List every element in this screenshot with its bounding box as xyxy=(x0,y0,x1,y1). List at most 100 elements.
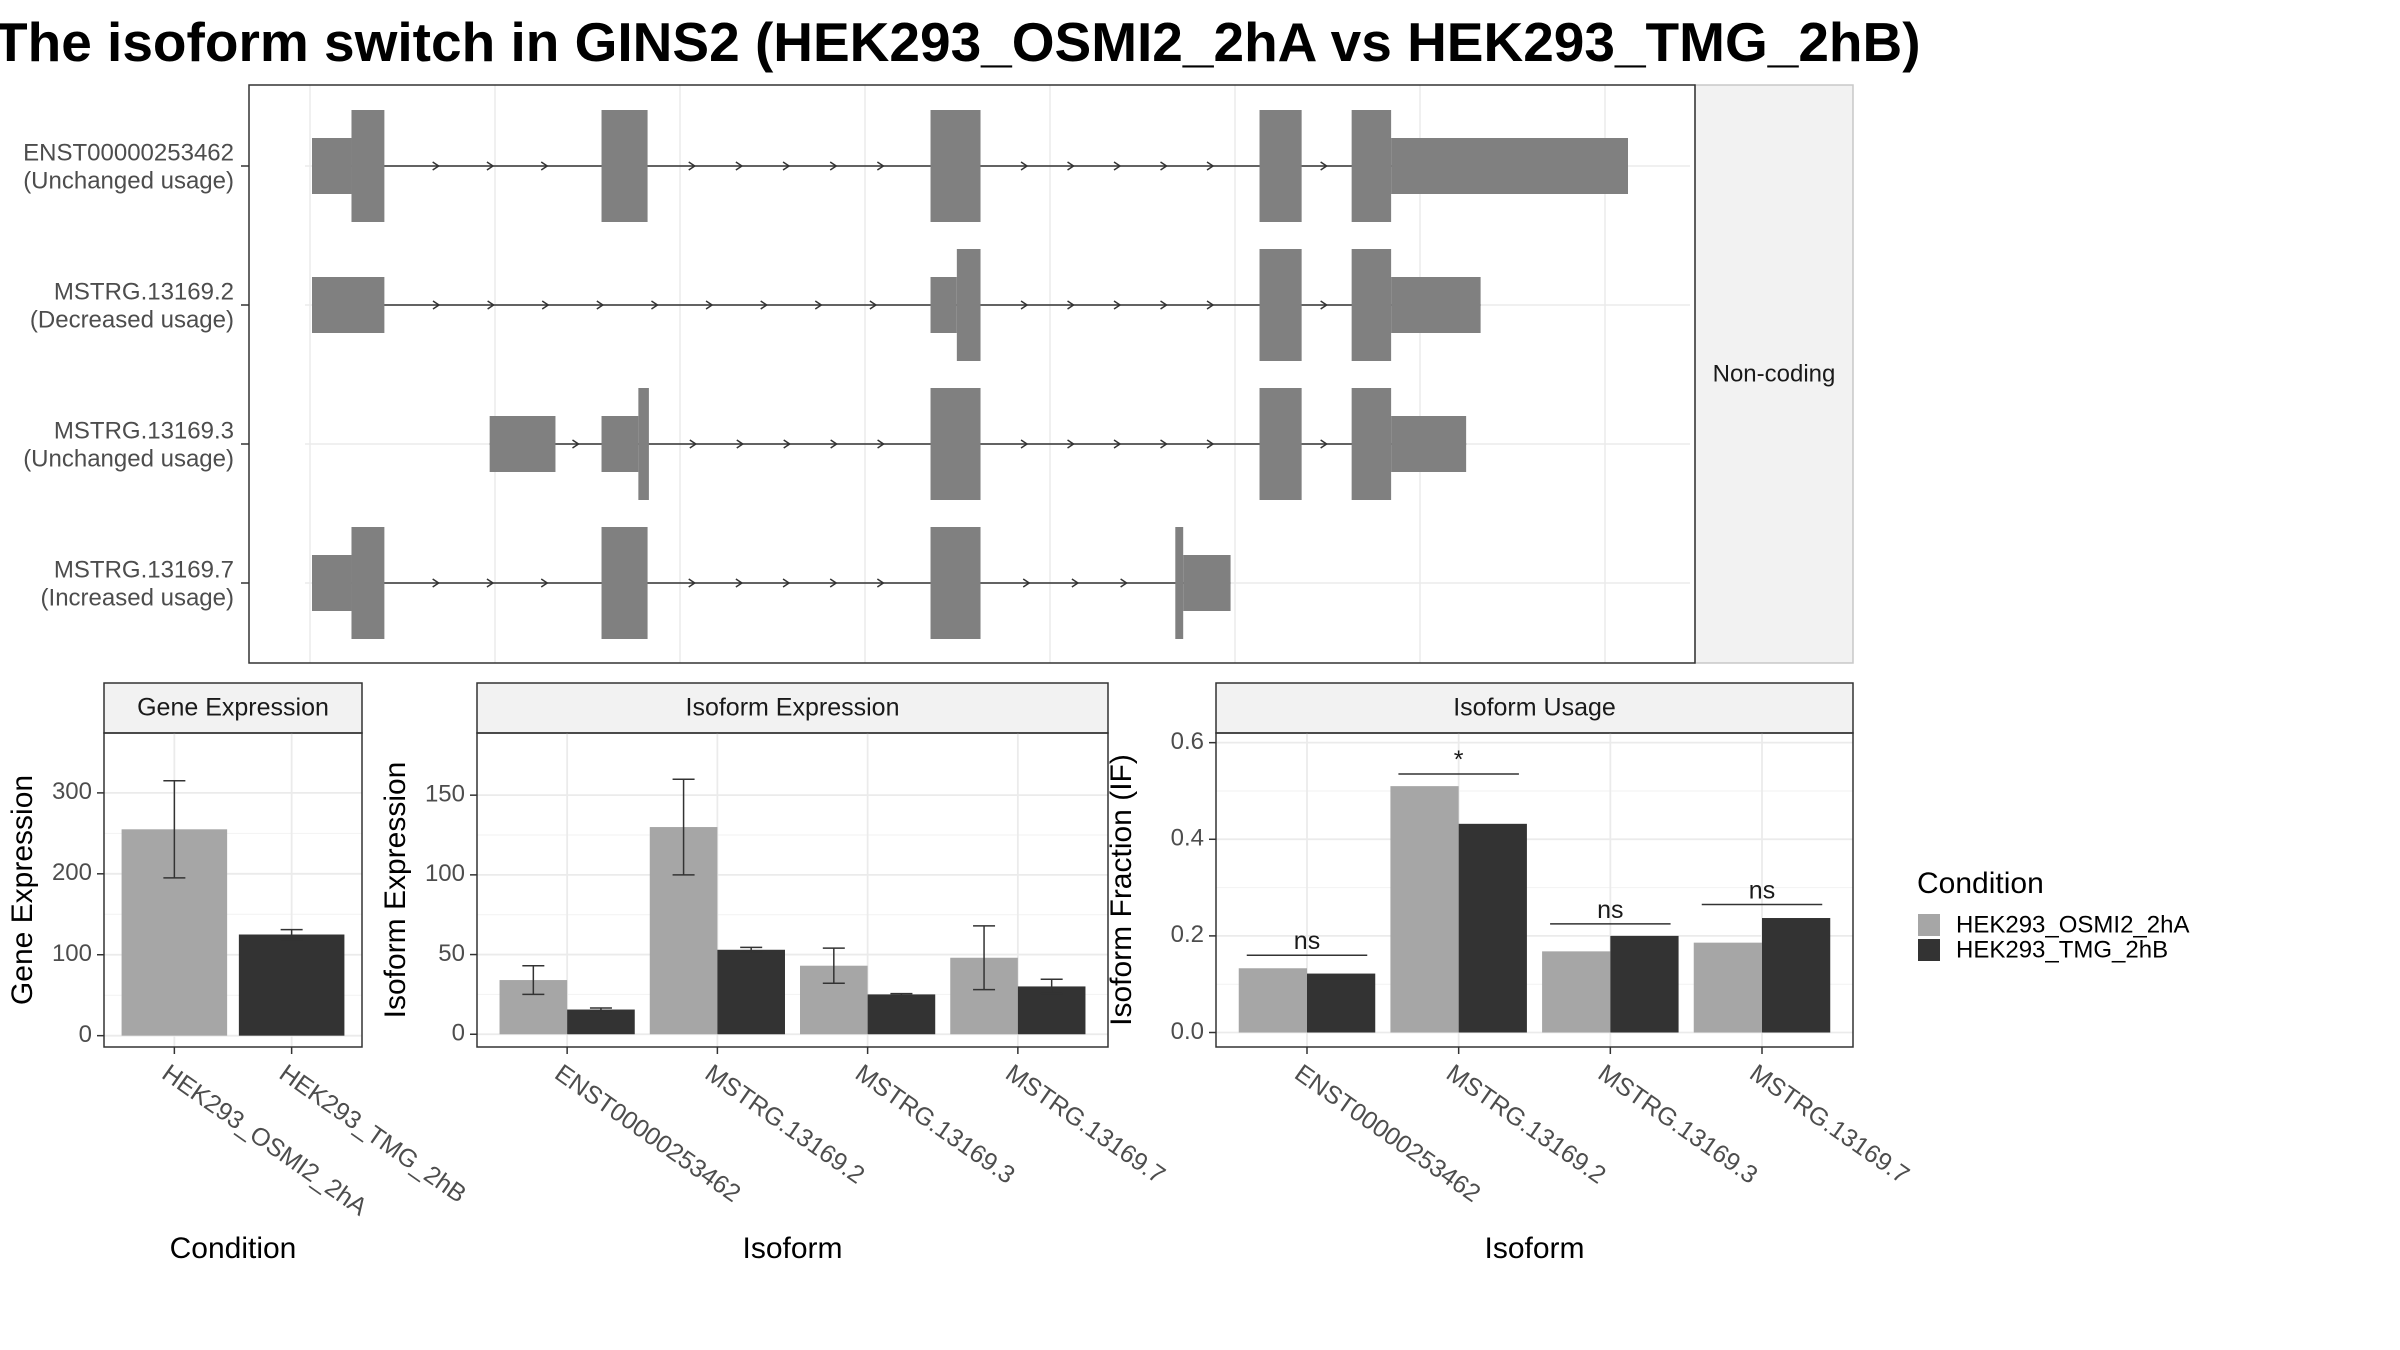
exon-block xyxy=(930,110,981,222)
transcript-id-label: MSTRG.13169.2 xyxy=(54,278,234,305)
intron-arrow xyxy=(689,439,698,449)
bar xyxy=(567,1009,635,1035)
y-axis-title: Isoform Fraction (IF) xyxy=(1105,754,1138,1026)
exon-block xyxy=(930,277,957,333)
exon-block xyxy=(601,527,648,639)
y-axis-title: Gene Expression xyxy=(6,775,39,1005)
exon-block xyxy=(930,388,981,500)
exon-block xyxy=(1175,527,1184,639)
intron-arrow xyxy=(1113,439,1122,449)
intron-arrow xyxy=(877,439,885,449)
exon-block xyxy=(1351,110,1392,222)
y-tick-label: 300 xyxy=(52,778,92,805)
x-tick-label: MSTRG.13169.2 xyxy=(1441,1059,1611,1190)
legend-swatch xyxy=(1918,939,1940,961)
intron-arrow xyxy=(829,161,838,171)
x-tick-label: MSTRG.13169.7 xyxy=(1000,1059,1170,1190)
intron-arrow xyxy=(1067,439,1075,449)
exon-block xyxy=(1351,388,1392,500)
y-axis-title: Isoform Expression xyxy=(379,762,412,1019)
intron-arrow xyxy=(829,578,838,588)
structure-plot-border xyxy=(248,84,1696,664)
significance-label: ns xyxy=(1597,896,1623,924)
panel-strip xyxy=(476,682,1109,734)
exon-block xyxy=(1183,555,1231,611)
y-tick-label: 50 xyxy=(438,940,465,967)
bar xyxy=(1017,986,1086,1035)
y-tick-label: 0.2 xyxy=(1171,921,1204,948)
exon-block xyxy=(601,416,639,472)
panel-strip xyxy=(103,682,363,734)
significance-label: * xyxy=(1454,746,1464,774)
exon-block xyxy=(1351,249,1392,361)
exon-block xyxy=(1391,277,1481,333)
intron-arrow xyxy=(432,300,441,310)
transcript-usage-label: (Increased usage) xyxy=(41,584,234,611)
plot-border xyxy=(103,732,363,1048)
plot-border xyxy=(1215,732,1854,1048)
intron-arrow xyxy=(541,300,550,310)
bar xyxy=(867,994,936,1035)
exon-block xyxy=(1259,110,1302,222)
structure-strip xyxy=(1694,84,1854,664)
significance-label: ns xyxy=(1749,876,1775,904)
intron-arrow xyxy=(1113,300,1122,310)
intron-arrow xyxy=(1067,300,1075,310)
intron-arrow xyxy=(651,300,659,310)
bar xyxy=(1238,968,1307,1033)
x-tick-label: MSTRG.13169.3 xyxy=(850,1059,1020,1190)
exon-block xyxy=(351,527,385,639)
exon-block xyxy=(601,110,648,222)
y-tick-label: 0.4 xyxy=(1171,825,1204,852)
intron-arrow xyxy=(1160,161,1168,171)
exon-block xyxy=(956,249,981,361)
exon-block xyxy=(312,138,352,194)
panel-title: Gene Expression xyxy=(137,694,329,722)
x-tick-label: HEK293_TMG_2hB xyxy=(274,1059,471,1209)
exon-block xyxy=(1259,388,1302,500)
intron-arrow xyxy=(596,300,605,310)
intron-arrow xyxy=(572,439,580,449)
intron-arrow xyxy=(486,578,495,588)
intron-arrow xyxy=(735,578,744,588)
intron-arrow xyxy=(1120,578,1128,588)
intron-arrow xyxy=(782,161,791,171)
bar xyxy=(1610,935,1679,1033)
y-tick-label: 0 xyxy=(452,1020,465,1047)
x-tick-label: MSTRG.13169.3 xyxy=(1593,1059,1763,1190)
structure-strip-label: Non-coding xyxy=(1713,360,1836,387)
y-tick-label: 100 xyxy=(425,860,465,887)
intron-arrow xyxy=(869,300,878,310)
intron-arrow xyxy=(705,300,714,310)
intron-arrow xyxy=(688,578,697,588)
intron-arrow xyxy=(1067,161,1075,171)
intron-arrow xyxy=(735,161,744,171)
transcript-id-label: MSTRG.13169.7 xyxy=(54,556,234,583)
transcript-usage-label: (Unchanged usage) xyxy=(23,167,234,194)
y-tick-label: 0.6 xyxy=(1171,728,1204,755)
exon-block xyxy=(638,388,649,500)
intron-arrow xyxy=(1206,439,1215,449)
intron-arrow xyxy=(1320,300,1328,310)
bar xyxy=(1390,786,1459,1033)
intron-arrow xyxy=(760,300,769,310)
intron-arrow xyxy=(688,161,697,171)
panel-title: Isoform Usage xyxy=(1453,694,1616,722)
exon-block xyxy=(1259,249,1302,361)
intron-arrow xyxy=(876,161,885,171)
transcript-usage-label: (Unchanged usage) xyxy=(23,445,234,472)
bar xyxy=(1458,823,1527,1033)
x-axis-title: Isoform xyxy=(1484,1232,1584,1265)
bar xyxy=(1307,973,1376,1033)
exon-block xyxy=(930,527,981,639)
intron-arrow xyxy=(783,439,792,449)
intron-arrow xyxy=(1160,300,1168,310)
x-axis-title: Condition xyxy=(170,1232,297,1265)
intron-arrow xyxy=(814,300,823,310)
intron-arrow xyxy=(1022,578,1031,588)
intron-arrow xyxy=(1071,578,1080,588)
intron-arrow xyxy=(1320,439,1328,449)
legend-swatch xyxy=(1918,914,1940,936)
